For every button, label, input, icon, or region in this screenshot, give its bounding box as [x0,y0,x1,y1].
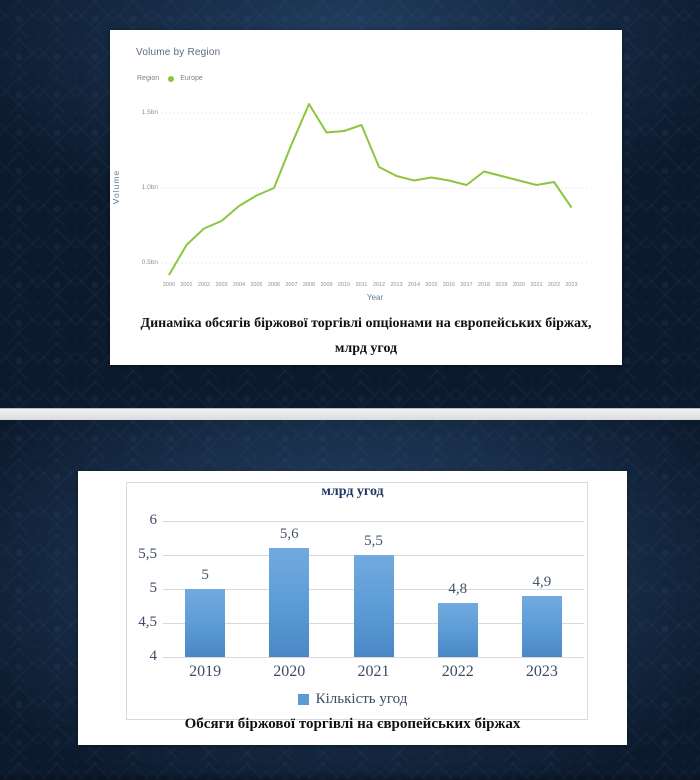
slide-1: Volume by Region Region Europe Volume Ye… [0,0,700,408]
y-tick-label: 0.5bn [141,259,158,266]
x-tick-label: 2021 [530,282,543,288]
x-tick-label: 2018 [477,282,491,288]
x-tick-label: 2004 [232,282,246,288]
x-tick-label: 2003 [215,282,228,288]
x-tick-label: 2002 [197,282,211,288]
x-tick-label: 2014 [407,282,421,288]
grid-line [163,657,584,658]
line-chart-card: Volume by Region Region Europe Volume Ye… [110,30,622,365]
grid-line [163,521,584,522]
x-tick-label: 2007 [285,282,298,288]
y-tick-label: 4 [149,648,158,664]
x-axis-title: Year [366,293,384,302]
bar-value-label: 4,9 [532,573,552,590]
y-tick-label: 6 [149,512,158,528]
legend-color-swatch-icon [297,694,309,705]
bar-2021 [353,555,394,657]
x-tick-label: 2015 [425,282,438,288]
x-tick-label: 2020 [512,282,526,288]
x-tick-label: 2022 [547,282,561,288]
legend-item-europe: Europe [180,75,203,82]
x-tick-label: 2012 [372,282,386,288]
line-chart-legend: Region Europe [137,75,203,82]
category-label: 2021 [357,663,390,680]
bar-value-label: 4,8 [448,580,468,597]
y-tick-label: 4,5 [138,614,157,630]
bar-2022 [437,602,478,657]
slide-1-caption-line-2: млрд угод [334,341,398,356]
slide-gap-divider [0,408,700,420]
bar-chart-card: млрд угод 6 5,5 5 4,5 4 5 2019 5,6 2020 5,5 2021 4,… [78,471,627,745]
bar-2019 [185,589,226,657]
category-label: 2019 [189,663,222,680]
x-tick-label: 2006 [267,282,281,288]
bar-value-label: 5,6 [279,526,299,543]
x-tick-label: 2005 [250,282,263,288]
y-tick-label: 1.0bn [141,184,158,191]
slide-2: млрд угод 6 5,5 5 4,5 4 5 2019 5,6 2020 5,5 2021 4,… [0,420,700,780]
europe-series-line [168,103,573,276]
bar-chart-title: млрд угод [321,484,384,499]
bar-2023 [521,595,562,657]
bar-2020 [269,548,310,657]
x-tick-label: 2013 [390,282,403,288]
x-tick-label: 2023 [565,282,578,288]
x-tick-label: 2009 [320,282,333,288]
y-tick-label: 1.5bn [141,109,158,116]
line-chart-title: Volume by Region [136,47,221,58]
x-tick-label: 2000 [162,282,176,288]
bar-value-label: 5 [201,567,209,583]
x-tick-label: 2010 [337,282,351,288]
x-tick-label: 2017 [460,282,473,288]
x-tick-label: 2016 [442,282,456,288]
y-tick-label: 5 [149,580,158,596]
bar-value-label: 5,5 [364,533,383,549]
category-label: 2022 [441,663,474,680]
x-tick-label: 2019 [495,282,508,288]
europe-legend-dot-icon [168,75,175,82]
legend-item-label: Кількість угод [315,691,408,707]
x-tick-label: 2011 [355,282,368,288]
slide-2-caption: Обсяги біржової торгівлі на європейських… [184,716,521,732]
legend-title: Region [137,75,160,82]
y-tick-label: 5,5 [138,546,157,562]
bottom-shadow-strip [0,772,700,780]
slide-1-caption-line-1: Динаміка обсягів біржової торгівлі опціо… [140,316,592,331]
x-tick-label: 2001 [180,282,193,288]
bar-chart-legend: Кількість угод [78,691,627,708]
category-label: 2023 [525,663,558,680]
category-label: 2020 [273,663,306,680]
x-tick-label: 2008 [302,282,316,288]
line-chart-svg [162,103,589,276]
line-chart-plot-area: 0.5bn 1.0bn 1.5bn 2000 2001 2002 2003 2004 2005 2… [110,30,622,365]
